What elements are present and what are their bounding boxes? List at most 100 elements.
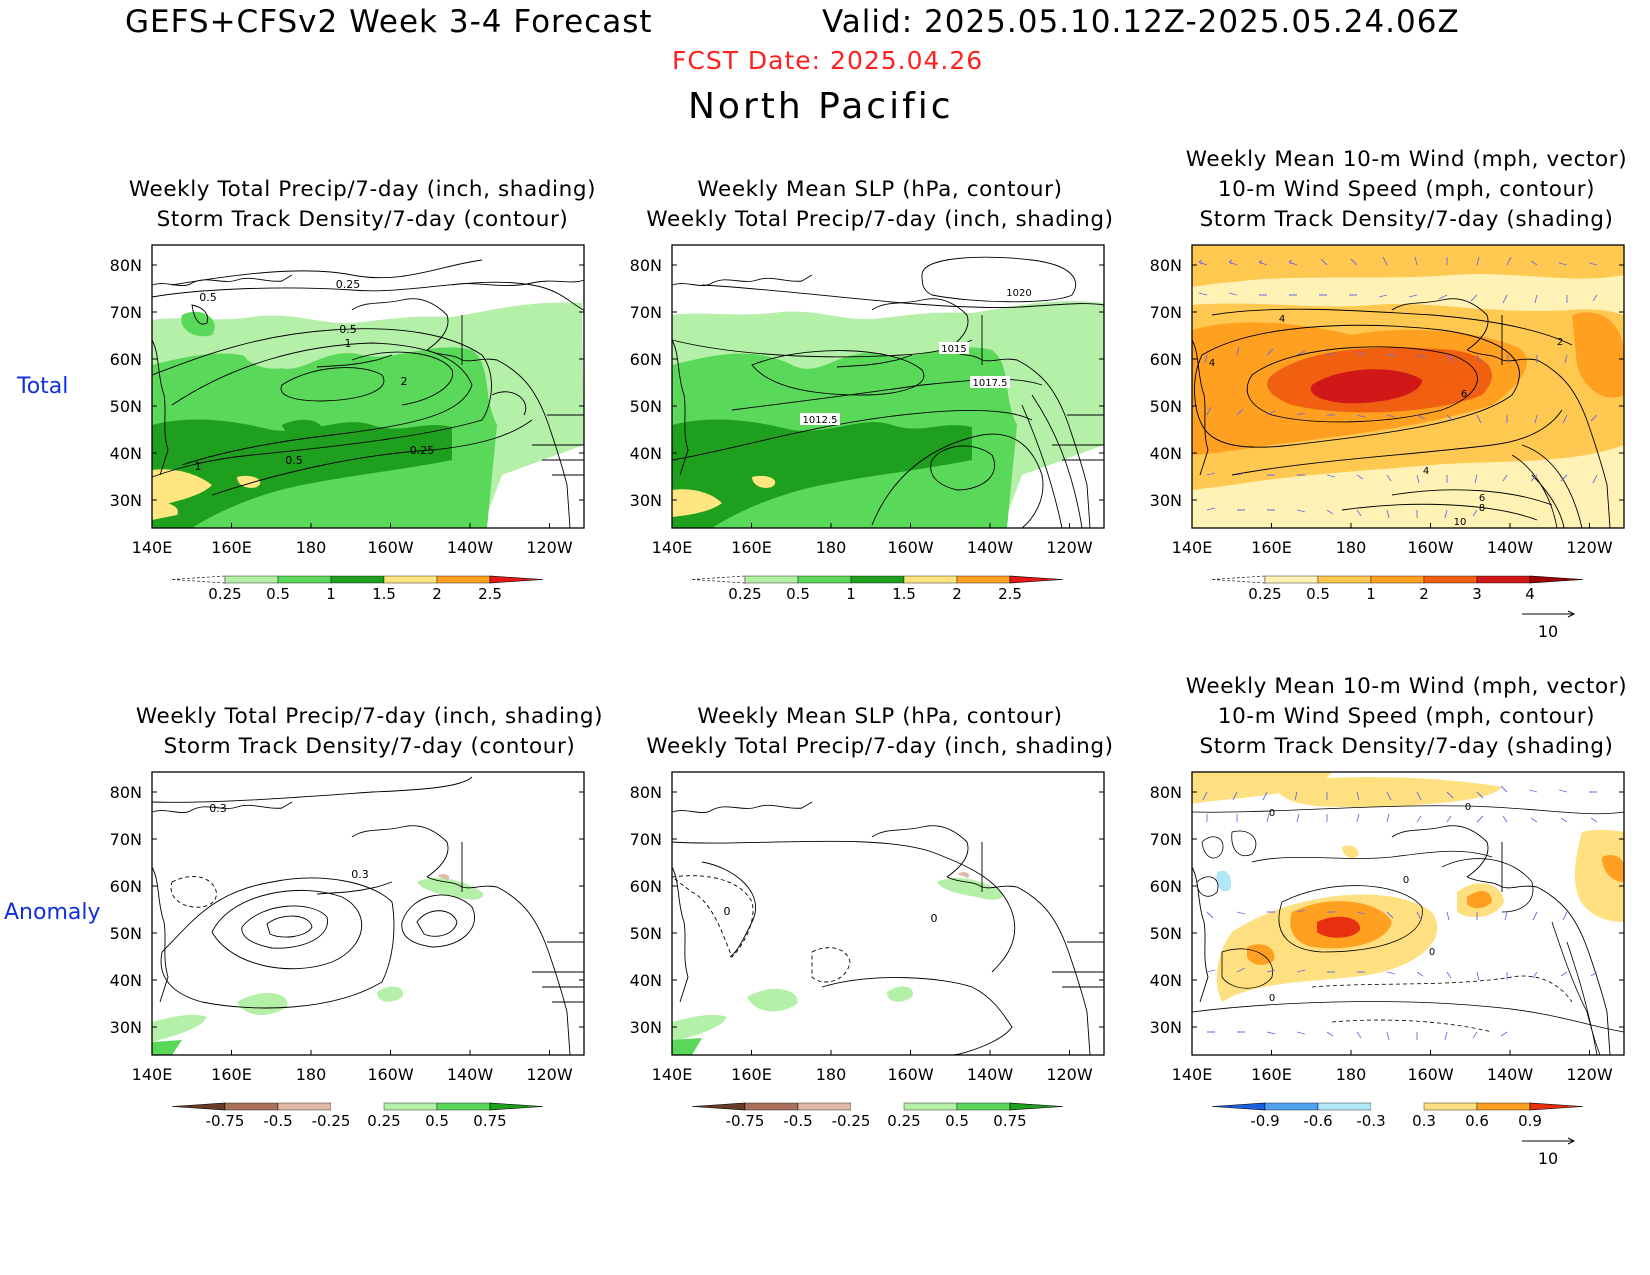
slp-anomaly-contours	[670, 840, 1016, 1056]
lon-tick-label: 140W	[967, 538, 1014, 557]
lon-tick-label: 140E	[132, 538, 173, 557]
colorbar-label: 2.5	[998, 585, 1022, 603]
lon-tick-label: 160E	[211, 538, 252, 557]
colorbar: 0.25 0.5 1 1.5 2 2.5	[691, 575, 1064, 603]
lat-tick-label: 80N	[630, 783, 662, 802]
lat-tick-label: 30N	[630, 1018, 662, 1037]
colorbar-label: 1	[846, 585, 856, 603]
colorbar-label: 0.75	[473, 1112, 506, 1130]
wind-vectors	[1198, 256, 1598, 519]
colorbar-swatch	[171, 1102, 226, 1111]
vector-reference-label: 10	[1538, 1149, 1558, 1168]
lon-tick-label: 140E	[652, 538, 693, 557]
precip-shading	[152, 302, 584, 528]
lon-tick-label: 140W	[447, 538, 494, 557]
lat-tick-label: 50N	[630, 397, 662, 416]
lon-tick-label: 180	[816, 538, 847, 557]
lon-tick-label: 140E	[1172, 1065, 1213, 1084]
lon-tick-label: 140E	[652, 1065, 693, 1084]
contour-label: 8	[1479, 503, 1485, 514]
lon-tick-label: 160E	[731, 1065, 772, 1084]
slp-contours	[671, 256, 1105, 529]
map-frame	[671, 771, 1105, 1056]
precip-shading	[672, 301, 1104, 528]
contour-label: 0	[1465, 802, 1471, 813]
colorbar-swatch	[744, 1102, 799, 1111]
lat-tick-label: 80N	[1150, 783, 1182, 802]
colorbar-label: 2	[432, 585, 442, 603]
panel-title-slp-anom: Weekly Mean SLP (hPa, contour) Weekly To…	[646, 704, 1114, 759]
colorbar-swatch	[851, 1103, 904, 1110]
colorbar-swatch	[331, 1103, 384, 1110]
lon-tick-label: 180	[1336, 1065, 1367, 1084]
lat-tick-label: 70N	[110, 830, 142, 849]
colorbar: 0.25 0.5 1 1.5 2 2.5	[171, 575, 544, 603]
colorbar-swatch	[1370, 575, 1425, 584]
axes: 80N 70N 60N 50N 40N 30N 140E 160E 180 160W 140W 120…	[630, 256, 1104, 557]
lat-tick-label: 30N	[110, 491, 142, 510]
colorbar-swatch	[1423, 575, 1478, 584]
colorbar-swatch	[330, 575, 385, 584]
colorbar-swatch	[1371, 1103, 1424, 1110]
map-panel-slp-total: 1020 1015 1017.5 1012.5 80N 70N 60N 50N 40N 3…	[630, 244, 1105, 603]
lat-tick-label: 30N	[1150, 491, 1182, 510]
colorbar-swatch	[797, 1102, 852, 1111]
lon-tick-label: 120W	[1046, 1065, 1093, 1084]
colorbar: -0.75 -0.5 -0.25 0.25 0.5 0.75	[691, 1102, 1064, 1130]
lat-tick-label: 30N	[1150, 1018, 1182, 1037]
lon-tick-label: 120W	[526, 1065, 573, 1084]
lon-tick-label: 160W	[1407, 538, 1454, 557]
lon-tick-label: 160W	[367, 1065, 414, 1084]
coastlines	[151, 801, 584, 1056]
panel-title-wind-total: Weekly Mean 10-m Wind (mph, vector) 10-m…	[1185, 147, 1628, 232]
lat-tick-label: 70N	[110, 303, 142, 322]
colorbar-swatch	[691, 1102, 746, 1111]
vector-reference-arrowhead	[1567, 1137, 1576, 1145]
map-frame	[1191, 771, 1625, 1056]
colorbar-label: -0.5	[783, 1112, 812, 1130]
colorbar-label: 1.5	[892, 585, 916, 603]
lon-tick-label: 180	[1336, 538, 1367, 557]
row-label-total: Total	[17, 374, 69, 399]
colorbar-swatch	[1009, 575, 1064, 584]
colorbar: 0.25 0.5 1 2 3 4	[1211, 575, 1584, 603]
colorbar-label: 3	[1472, 585, 1482, 603]
colorbar-swatch	[1476, 1102, 1531, 1111]
lat-tick-label: 40N	[1150, 444, 1182, 463]
colorbar-swatch	[489, 1102, 544, 1111]
colorbar-label: 0.75	[993, 1112, 1026, 1130]
map-frame	[151, 771, 585, 1056]
colorbar-swatch	[1317, 1102, 1372, 1111]
colorbar-label: -0.9	[1250, 1112, 1279, 1130]
contour-label: 2	[1557, 337, 1563, 348]
contour-label: 10	[1454, 517, 1467, 528]
map-frame	[151, 244, 585, 529]
colorbar-swatch	[277, 575, 332, 584]
colorbar-swatch	[744, 575, 799, 584]
contour-labels: 1020 1015 1017.5 1012.5	[800, 286, 1034, 426]
contour-label: 6	[1479, 493, 1485, 504]
colorbar-label: 0.5	[1306, 585, 1330, 603]
map-frame	[671, 244, 1105, 529]
lat-tick-label: 70N	[630, 830, 662, 849]
colorbar-swatch	[383, 1102, 438, 1111]
forecast-date: FCST Date: 2025.04.26	[672, 46, 984, 75]
panel-title-precip-anom: Weekly Total Precip/7-day (inch, shading…	[135, 704, 604, 759]
lat-tick-label: 80N	[630, 256, 662, 275]
colorbar-label: 0.25	[367, 1112, 400, 1130]
map-panel-wind-anom: 0 0 0 0 0 80N 70N 60N 50N 40N 30N 140E 160E 180 1…	[1150, 771, 1625, 1168]
map-frame	[1191, 244, 1625, 529]
panel-title-slp-total: Weekly Mean SLP (hPa, contour) Weekly To…	[646, 177, 1114, 232]
colorbar-swatch	[850, 575, 905, 584]
panel-title-wind-anom: Weekly Mean 10-m Wind (mph, vector) 10-m…	[1185, 674, 1628, 759]
precip-anomaly-shading	[672, 872, 1003, 1055]
colorbar-label: -0.25	[312, 1112, 351, 1130]
row-label-anomaly: Anomaly	[4, 900, 101, 925]
lat-tick-label: 70N	[1150, 830, 1182, 849]
colorbar-label: 1.5	[372, 585, 396, 603]
lon-tick-label: 160E	[211, 1065, 252, 1084]
lat-tick-label: 50N	[1150, 397, 1182, 416]
lat-tick-label: 70N	[630, 303, 662, 322]
contour-label: 0.5	[339, 323, 357, 336]
lat-tick-label: 40N	[110, 971, 142, 990]
